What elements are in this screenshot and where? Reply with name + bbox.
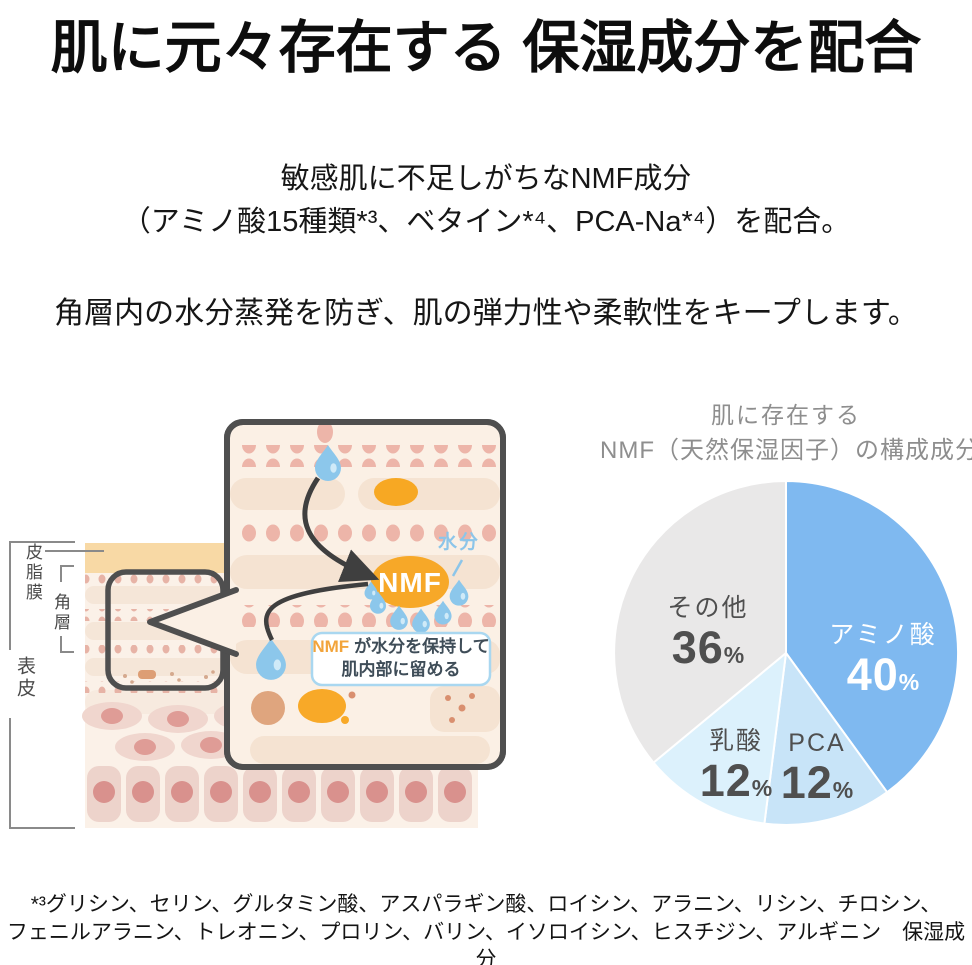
intro-line-3: 角層内の水分蒸発を防ぎ、肌の弾力性や柔軟性をキープします。 [54,297,918,330]
pie-slice-1 [763,652,889,826]
pie-label-pca: PCA 12% [780,729,854,808]
caption-line1-rest: が水分を保持して [354,637,490,657]
caption-box [310,631,492,687]
callout-tail [147,587,239,657]
basal-cells [87,766,472,822]
pie-label-other: その他 36% [667,594,749,673]
nmf-composition-pie-chart: 肌に存在する NMF（天然保湿因子）の構成成分 その他 36% アミノ酸 40%… [600,390,972,850]
pie-graphic [613,480,960,826]
nmf-badge-text: NMF [378,567,442,598]
callout-caption: NMF が水分を保持して 肌内部に留める [312,633,490,685]
arrow-bottom-drop-to-nmf [263,581,369,642]
arrow-top-drop-to-nmf [302,476,380,583]
label-epidermis: 表皮 [14,656,35,700]
pie-slice-3 [613,480,787,764]
pie-slice-0 [785,480,960,794]
footnote-line-1: *³グリシン、セリン、グルタミン酸、アスパラギン酸、ロイシン、アラニン、リシン、… [30,893,942,916]
callout-content [230,425,500,764]
pie-slice-2 [652,652,787,825]
label-stratum-corneum: 角層 [51,593,70,633]
pie-chart-subtitle: NMF（天然保湿因子）の構成成分 [600,437,972,464]
pie-label-lactic-acid: 乳酸 12% [699,727,773,806]
pie-chart-title: 肌に存在する [711,402,861,428]
caption-line-2: 肌内部に留める [341,660,461,679]
intro-paragraph: 敏感肌に不足しがちなNMF成分 （アミノ酸15種類*³、ベタイン*⁴、PCA-N… [0,158,972,244]
pie-label-amino-acid: アミノ酸 40% [829,621,937,700]
page-title: 肌に元々存在する 保湿成分を配合 [50,16,922,80]
label-sebum-film: 皮脂膜 [23,543,42,603]
moisture-pointer-line [451,559,464,577]
nmf-ellipse [371,556,449,608]
footnotes: *³グリシン、セリン、グルタミン酸、アスパラギン酸、ロイシン、アラニン、リシン、… [0,891,972,965]
skin-diagram-graphic [9,419,506,829]
caption-nmf-word: NMF [312,637,350,657]
intro-line-2: （アミノ酸15種類*³、ベタイン*⁴、PCA-Na*⁴）を配合。 [121,205,851,238]
footnote-line-2: フェニルアラニン、トレオニン、プロリン、バリン、イソロイシン、ヒスチジン、アルギ… [6,920,966,965]
skin-cross-section-diagram: 皮脂膜 角層 表皮 水分 NMF NMF が水分を保持して 肌内部に留める [0,390,560,850]
intro-line-1: 敏感肌に不足しがちなNMF成分 [280,163,692,195]
layer-brackets [9,541,104,829]
caption-line-1: NMF が水分を保持して [312,636,489,659]
label-moisture: 水分 [438,532,481,553]
